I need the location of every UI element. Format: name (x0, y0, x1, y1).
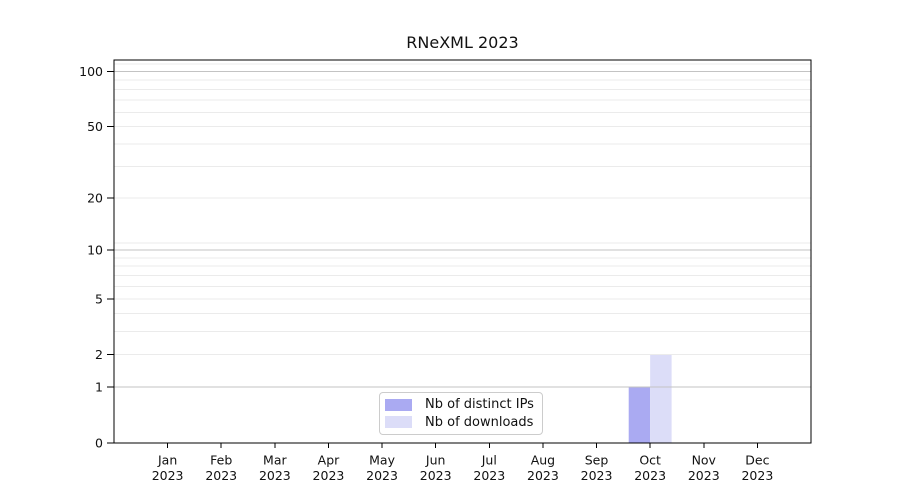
y-tick-label: 5 (95, 291, 103, 306)
x-tick-label-year: 2023 (313, 468, 345, 483)
x-tick-label-month: May (369, 453, 395, 468)
x-tick-label-year: 2023 (205, 468, 237, 483)
y-tick-label: 10 (87, 243, 103, 258)
x-tick-label-year: 2023 (473, 468, 505, 483)
legend-swatch-downloads (385, 416, 412, 429)
y-tick-label: 0 (95, 436, 103, 451)
x-tick-label-month: Jun (425, 453, 446, 468)
plot-border (113, 59, 812, 444)
bar-distinct-ips-oct (628, 387, 651, 443)
x-tick-label-month: Apr (318, 453, 340, 468)
x-tick-label-year: 2023 (152, 468, 184, 483)
y-tick-label: 50 (87, 119, 103, 134)
x-tick-label-year: 2023 (741, 468, 773, 483)
x-tick-label-year: 2023 (527, 468, 559, 483)
x-tick-label-month: Nov (692, 453, 717, 468)
legend-swatch-distinct-ips (385, 398, 412, 411)
x-tick-label-year: 2023 (420, 468, 452, 483)
y-tick-label: 100 (79, 64, 103, 79)
legend-label-downloads: Nb of downloads (425, 414, 534, 430)
x-tick-label-month: Feb (210, 453, 232, 468)
x-tick-label-month: Oct (639, 453, 661, 468)
x-tick-label-month: Jan (157, 453, 177, 468)
x-tick-label-month: Aug (531, 453, 555, 468)
x-tick-label-month: Dec (745, 453, 769, 468)
y-tick-label: 2 (95, 347, 103, 362)
x-tick-label-month: Sep (585, 453, 609, 468)
chart-title: RNeXML 2023 (406, 33, 519, 52)
x-tick-label-year: 2023 (688, 468, 720, 483)
legend-item-downloads: Nb of downloads (385, 414, 542, 430)
y-tick-label: 1 (95, 380, 103, 395)
x-tick-label-year: 2023 (259, 468, 291, 483)
x-tick-label-year: 2023 (634, 468, 666, 483)
legend-item-distinct-ips: Nb of distinct IPs (385, 397, 542, 413)
x-tick-label-month: Mar (263, 453, 287, 468)
y-tick-label: 20 (87, 191, 103, 206)
x-tick-label-year: 2023 (366, 468, 398, 483)
x-tick-label-year: 2023 (581, 468, 613, 483)
legend-label-distinct-ips: Nb of distinct IPs (425, 397, 534, 413)
legend: Nb of distinct IPs Nb of downloads (379, 392, 543, 435)
x-tick-label-month: Jul (481, 453, 497, 468)
bar-downloads-oct (650, 354, 672, 443)
